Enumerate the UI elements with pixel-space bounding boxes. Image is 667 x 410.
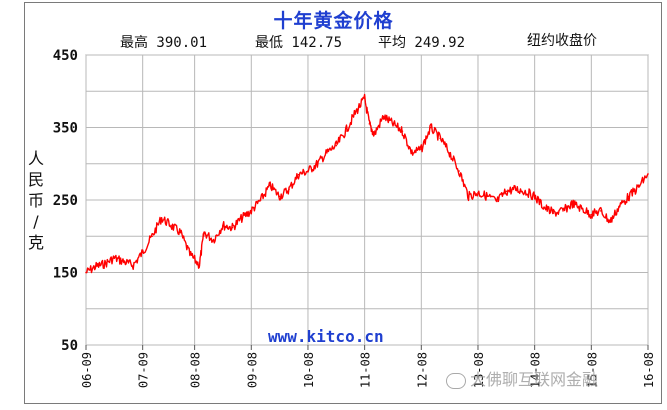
data-point bbox=[505, 190, 508, 193]
x-tick-label: 12-08 bbox=[415, 352, 429, 388]
data-point bbox=[486, 195, 489, 198]
y-tick-label: 250 bbox=[53, 193, 78, 209]
stat-low: 最低 142.75 bbox=[255, 35, 343, 51]
data-point bbox=[363, 97, 366, 100]
data-point bbox=[212, 239, 215, 241]
y-tick-label: 450 bbox=[53, 48, 78, 64]
data-point bbox=[420, 148, 423, 151]
y-axis-label-char: 克 bbox=[27, 233, 44, 252]
stat-average: 平均 249.92 bbox=[378, 35, 466, 51]
y-tick-label: 150 bbox=[53, 266, 78, 282]
data-point bbox=[514, 188, 517, 190]
y-tick-label: 50 bbox=[61, 338, 78, 354]
data-point bbox=[524, 190, 527, 193]
data-point bbox=[581, 207, 583, 210]
data-point bbox=[141, 251, 144, 253]
data-point bbox=[198, 264, 201, 267]
data-point bbox=[392, 123, 394, 125]
x-tick-label: 09-08 bbox=[245, 352, 259, 388]
data-point bbox=[368, 123, 371, 125]
data-point bbox=[170, 224, 172, 227]
data-point bbox=[458, 170, 460, 172]
data-point bbox=[122, 260, 125, 263]
y-axis-label-char: 民 bbox=[27, 170, 44, 189]
watermark-text: 大佛聊互联网金融 bbox=[470, 370, 599, 389]
chat-bubble-icon bbox=[446, 372, 466, 389]
data-point bbox=[113, 257, 116, 259]
x-tick-label: 08-08 bbox=[189, 352, 203, 388]
data-point bbox=[250, 210, 253, 212]
data-point bbox=[354, 112, 356, 114]
data-point bbox=[552, 212, 555, 214]
data-point bbox=[373, 133, 375, 136]
data-point bbox=[543, 206, 545, 209]
data-point bbox=[647, 173, 649, 175]
chart-title: 十年黄金价格 bbox=[273, 10, 394, 32]
data-point bbox=[160, 217, 163, 219]
data-point bbox=[189, 253, 191, 256]
data-point bbox=[259, 199, 262, 201]
series-line-gold-price bbox=[85, 93, 649, 274]
data-point bbox=[448, 152, 451, 154]
data-point bbox=[429, 126, 432, 129]
data-point bbox=[401, 130, 404, 132]
data-point bbox=[179, 231, 182, 234]
y-axis-label-char: 人 bbox=[27, 149, 44, 168]
data-point bbox=[288, 188, 290, 190]
data-point bbox=[571, 202, 574, 205]
y-axis-label: 人民币 / 克 bbox=[26, 148, 46, 253]
data-point bbox=[599, 210, 602, 212]
chart-frame bbox=[24, 2, 662, 404]
data-point bbox=[609, 220, 612, 223]
data-point bbox=[316, 162, 319, 165]
data-point bbox=[278, 195, 281, 198]
x-tick-label: 07-09 bbox=[137, 352, 151, 388]
data-point bbox=[94, 265, 97, 268]
data-point bbox=[335, 144, 338, 147]
y-tick-label: 350 bbox=[53, 121, 78, 137]
x-tick-label: 13-08 bbox=[472, 352, 486, 388]
data-point bbox=[104, 263, 106, 265]
market-label: 纽约收盘价 bbox=[527, 33, 597, 49]
data-point bbox=[411, 152, 413, 154]
data-point bbox=[326, 152, 328, 154]
data-point bbox=[637, 186, 640, 188]
x-tick-label: 10-08 bbox=[302, 352, 316, 388]
data-point bbox=[590, 213, 593, 216]
x-tick-label: 06-09 bbox=[80, 352, 94, 388]
data-point bbox=[222, 224, 224, 227]
y-axis-label-char: 币 bbox=[27, 191, 44, 210]
site-url: www.kitco.cn bbox=[268, 327, 384, 346]
data-point bbox=[151, 235, 153, 238]
x-tick-label: 15-08 bbox=[585, 352, 599, 388]
data-point bbox=[439, 137, 442, 140]
data-point bbox=[533, 195, 536, 198]
data-point bbox=[297, 173, 300, 176]
data-point bbox=[467, 195, 470, 198]
data-point bbox=[231, 226, 234, 229]
data-point bbox=[562, 210, 564, 212]
data-point bbox=[85, 271, 87, 274]
data-point bbox=[496, 200, 498, 203]
data-point bbox=[618, 205, 621, 207]
data-point bbox=[203, 231, 205, 234]
data-point bbox=[132, 264, 135, 267]
data-point bbox=[241, 217, 243, 219]
data-point bbox=[344, 130, 347, 132]
y-axis-label-char: / bbox=[33, 212, 39, 231]
x-tick-label: 11-08 bbox=[359, 352, 373, 388]
data-point bbox=[477, 191, 479, 194]
data-point bbox=[307, 170, 309, 172]
watermark: 大佛聊互联网金融 bbox=[446, 366, 598, 390]
stat-high: 最高 390.01 bbox=[120, 35, 208, 51]
data-point bbox=[382, 115, 385, 118]
data-point bbox=[269, 184, 271, 187]
x-tick-label: 16-08 bbox=[642, 352, 656, 388]
x-tick-label: 14-08 bbox=[529, 352, 543, 388]
data-point bbox=[628, 195, 630, 198]
